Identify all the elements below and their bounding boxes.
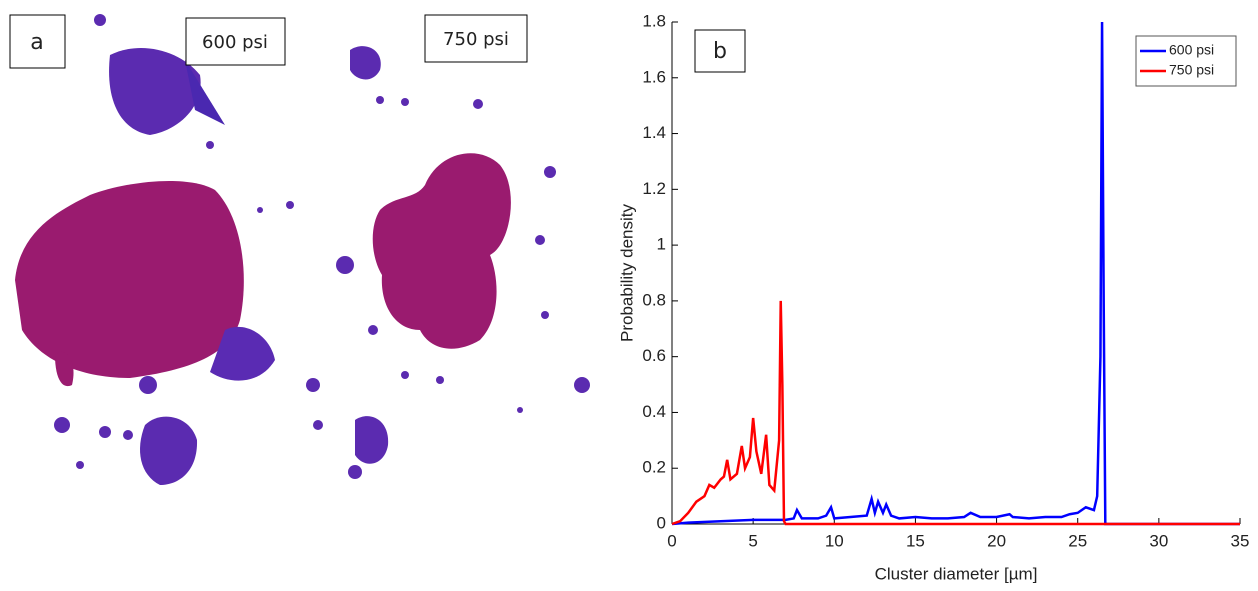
x-tick-label: 25	[1068, 531, 1087, 550]
panel-a-render: a 600 psi 750 psi	[9, 14, 590, 485]
y-tick-label: 1.2	[642, 179, 666, 198]
cluster	[15, 180, 244, 378]
label-box	[185, 17, 286, 66]
y-tick-label: 0.6	[642, 346, 666, 365]
legend-box	[1135, 35, 1237, 87]
legend-label: 600 psi	[1169, 42, 1214, 58]
cluster	[210, 326, 275, 381]
x-tick-label: 5	[748, 531, 757, 550]
pressure-label: 600 psi	[202, 32, 268, 53]
y-tick-label: 0.8	[642, 290, 666, 309]
panel-label: a	[30, 30, 43, 55]
y-tick-label: 1.6	[642, 67, 666, 86]
y-tick-label: 0.2	[642, 458, 666, 477]
cluster	[350, 46, 381, 80]
x-tick-label: 20	[987, 531, 1006, 550]
label-box	[694, 29, 746, 73]
y-tick-label: 1.4	[642, 123, 666, 142]
line	[671, 21, 1240, 526]
cluster	[185, 60, 225, 125]
small-clusters	[54, 14, 590, 479]
x-tick-label: 30	[1149, 531, 1168, 550]
line	[671, 300, 1240, 526]
label-box	[424, 14, 528, 63]
cluster	[355, 416, 389, 464]
y-tick-label: 1.8	[642, 11, 666, 30]
x-tick-label: 0	[667, 531, 676, 550]
cluster	[372, 153, 511, 349]
y-tick-label: 1	[657, 235, 666, 254]
label-box	[9, 14, 66, 69]
cluster	[140, 416, 198, 485]
x-tick-label: 10	[825, 531, 844, 550]
legend-label: 750 psi	[1169, 62, 1214, 78]
y-tick-label: 0.4	[642, 402, 666, 421]
cluster	[109, 47, 201, 135]
x-axis-label: Cluster diameter [µm]	[875, 564, 1038, 583]
panel-label: b	[713, 39, 727, 64]
y-axis-label: Probability density	[617, 204, 636, 342]
x-tick-label: 35	[1231, 531, 1250, 550]
pressure-label: 750 psi	[443, 29, 509, 50]
cluster	[55, 351, 74, 387]
chart-b: 0 0.2 0.4 0.6 0.8 1 1.2 1.4 1.6 1.8 0 5 10 15 20 25 30 35…	[617, 11, 1249, 583]
y-tick-label: 0	[657, 513, 666, 532]
x-tick-label: 15	[906, 531, 925, 550]
